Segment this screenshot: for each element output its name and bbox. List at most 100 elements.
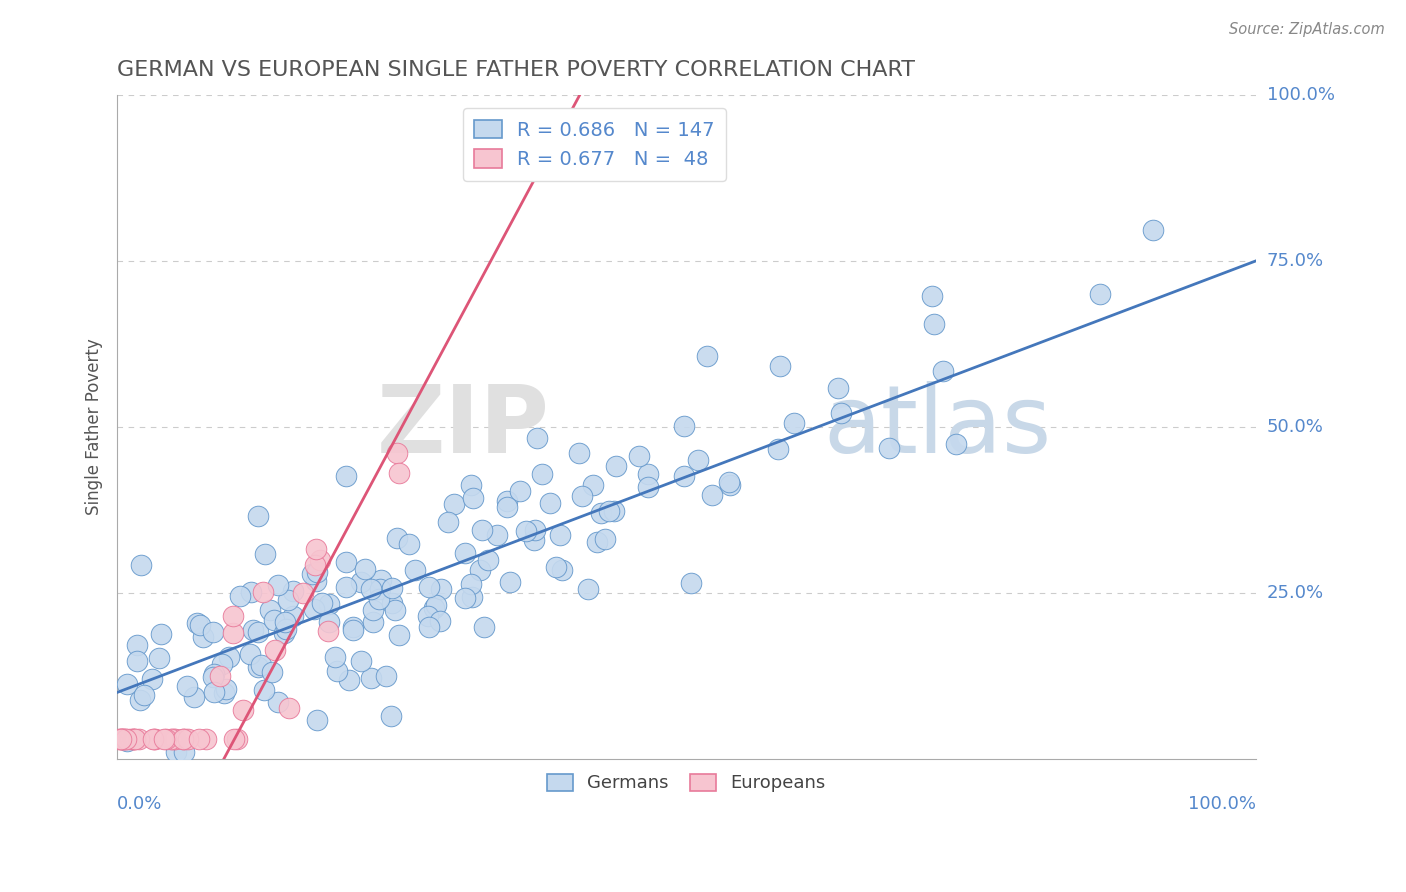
- Point: [211, 657, 233, 671]
- Point: [603, 504, 626, 518]
- Point: [387, 531, 409, 545]
- Point: [309, 553, 332, 567]
- Point: [250, 658, 273, 673]
- Point: [132, 688, 155, 702]
- Point: [311, 596, 333, 610]
- Point: [301, 566, 323, 581]
- Point: [1088, 286, 1111, 301]
- Point: [384, 602, 406, 616]
- Point: [673, 419, 696, 434]
- Point: [586, 535, 609, 549]
- Point: [267, 577, 290, 591]
- Point: [496, 493, 519, 508]
- Point: [335, 469, 357, 483]
- Point: [304, 558, 326, 573]
- Point: [160, 731, 183, 746]
- Point: [191, 630, 214, 644]
- Point: [688, 452, 710, 467]
- Point: [173, 745, 195, 759]
- Point: [576, 582, 599, 596]
- Point: [782, 417, 804, 431]
- Point: [176, 679, 198, 693]
- Point: [337, 673, 360, 688]
- Point: [222, 609, 245, 624]
- Point: [335, 580, 357, 594]
- Point: [247, 509, 270, 524]
- Text: atlas: atlas: [823, 381, 1052, 473]
- Point: [246, 659, 269, 673]
- Point: [202, 624, 225, 639]
- Point: [368, 582, 391, 596]
- Point: [177, 731, 200, 746]
- Point: [696, 349, 718, 363]
- Point: [316, 624, 339, 638]
- Point: [143, 731, 166, 746]
- Point: [318, 615, 340, 629]
- Text: 0.0%: 0.0%: [117, 796, 163, 814]
- Point: [153, 731, 176, 746]
- Point: [174, 731, 197, 746]
- Point: [429, 614, 451, 628]
- Point: [460, 577, 482, 591]
- Point: [544, 560, 567, 574]
- Text: 100.0%: 100.0%: [1188, 796, 1256, 814]
- Point: [273, 626, 295, 640]
- Point: [276, 622, 298, 636]
- Point: [188, 731, 211, 746]
- Point: [380, 709, 402, 723]
- Point: [568, 446, 591, 460]
- Point: [877, 441, 900, 455]
- Point: [141, 672, 163, 686]
- Point: [460, 478, 482, 492]
- Point: [263, 613, 285, 627]
- Point: [118, 731, 141, 746]
- Text: 50.0%: 50.0%: [1267, 418, 1323, 436]
- Point: [374, 669, 396, 683]
- Point: [468, 563, 491, 577]
- Point: [128, 731, 150, 746]
- Point: [627, 449, 650, 463]
- Point: [425, 598, 447, 612]
- Point: [112, 731, 135, 746]
- Point: [922, 317, 945, 331]
- Point: [143, 731, 166, 746]
- Point: [117, 677, 139, 691]
- Point: [350, 574, 373, 589]
- Point: [354, 562, 377, 576]
- Text: ZIP: ZIP: [377, 381, 550, 473]
- Point: [461, 491, 484, 505]
- Point: [589, 506, 612, 520]
- Point: [388, 628, 411, 642]
- Point: [172, 731, 194, 746]
- Point: [381, 582, 404, 596]
- Point: [477, 552, 499, 566]
- Point: [186, 616, 208, 631]
- Point: [471, 524, 494, 538]
- Point: [325, 650, 347, 665]
- Point: [526, 431, 548, 445]
- Point: [768, 359, 790, 373]
- Point: [277, 593, 299, 607]
- Point: [202, 670, 225, 684]
- Point: [224, 731, 246, 746]
- Point: [945, 437, 967, 451]
- Point: [121, 731, 143, 746]
- Point: [107, 731, 129, 746]
- Point: [454, 591, 477, 605]
- Point: [218, 650, 240, 665]
- Text: 25.0%: 25.0%: [1267, 584, 1324, 602]
- Point: [129, 693, 152, 707]
- Text: 100.0%: 100.0%: [1267, 86, 1334, 104]
- Point: [717, 475, 740, 489]
- Point: [232, 703, 254, 717]
- Point: [110, 731, 132, 746]
- Point: [125, 654, 148, 668]
- Point: [472, 620, 495, 634]
- Point: [114, 731, 136, 746]
- Point: [499, 575, 522, 590]
- Point: [274, 615, 297, 629]
- Point: [264, 642, 287, 657]
- Point: [304, 602, 326, 616]
- Point: [240, 585, 263, 599]
- Point: [188, 617, 211, 632]
